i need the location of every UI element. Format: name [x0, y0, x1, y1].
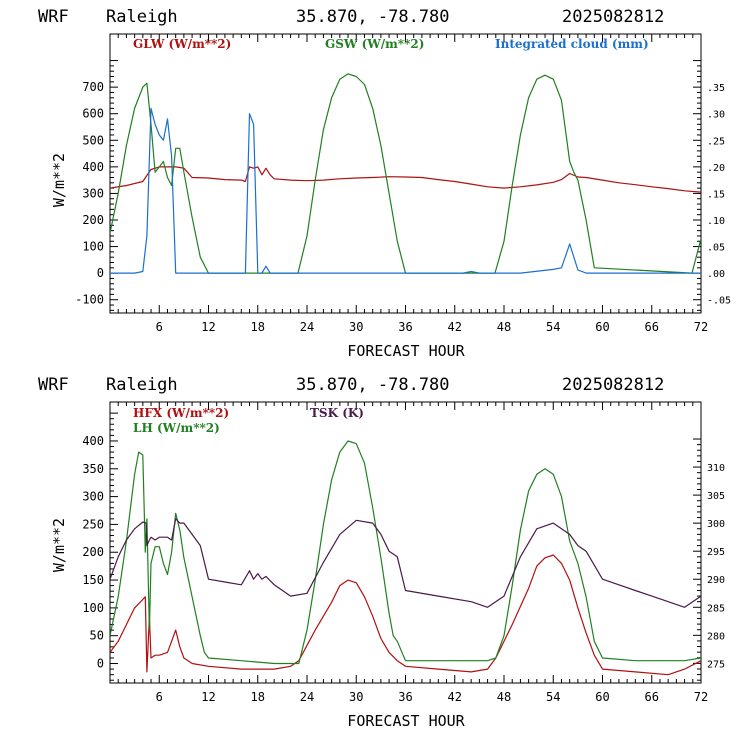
- y2-tick-label: .15: [707, 189, 725, 200]
- x-tick-label: 36: [398, 690, 412, 704]
- legend-cloud: Integrated cloud (mm): [495, 37, 649, 51]
- y2-tick-label: 275: [707, 659, 725, 670]
- legend-tsk: TSK (K): [310, 406, 364, 420]
- y2-tick-label: 300: [707, 519, 725, 530]
- y-tick-label: 200: [82, 545, 104, 559]
- y-tick-label: 50: [90, 629, 104, 643]
- y-tick-label: 250: [82, 517, 104, 531]
- y2-tick-label: .00: [707, 269, 725, 280]
- x-ticks-2: 6 12 18 24 30 36 42 48 54 60 66 72: [117, 402, 708, 704]
- y2-tick-label: 290: [707, 575, 725, 586]
- y-tick-label: 500: [82, 133, 104, 147]
- x-tick-label: 24: [300, 690, 314, 704]
- y-tick-label: 400: [82, 434, 104, 448]
- y-ticks-1: -100 0 100 200 300 400 500 600 700: [75, 60, 118, 311]
- series-line-integrated: [110, 107, 701, 274]
- y-tick-label: 0: [97, 266, 104, 280]
- x-tick-label: 6: [156, 320, 163, 334]
- y2-tick-label: 295: [707, 547, 725, 558]
- y2-tick-label: 285: [707, 603, 725, 614]
- series-line-glw: [110, 166, 701, 193]
- y-tick-label: 0: [97, 657, 104, 671]
- x-tick-label: 18: [251, 690, 265, 704]
- x-axis-label-1: FORECAST HOUR: [347, 342, 465, 360]
- x-tick-label: 66: [645, 320, 659, 334]
- x-tick-label: 36: [398, 320, 412, 334]
- y2-tick-label: -.05: [707, 296, 731, 307]
- x-tick-label: 60: [595, 690, 609, 704]
- y2-tick-label: .20: [707, 163, 725, 174]
- series-lines-1: [110, 73, 701, 274]
- title-location-2: Raleigh: [106, 375, 178, 395]
- title-model-2: WRF: [38, 375, 69, 395]
- x-tick-label: 30: [349, 320, 363, 334]
- y2-tick-label: .05: [707, 243, 725, 254]
- x-tick-label: 42: [448, 690, 462, 704]
- y2-tick-label: .30: [707, 110, 725, 121]
- title-run: 2025082812: [562, 7, 664, 27]
- series-line-lh: [110, 440, 701, 665]
- y-tick-label: 400: [82, 160, 104, 174]
- y2-tick-label: 280: [707, 631, 725, 642]
- legend-hfx: HFX (W/m**2): [133, 406, 229, 420]
- y-tick-label: 300: [82, 490, 104, 504]
- x-tick-label: 66: [645, 690, 659, 704]
- y-tick-label: 350: [82, 462, 104, 476]
- y-axis-label-1: W/m**2: [50, 153, 68, 207]
- panel-radiation: WRF Raleigh 35.870, -78.780 2025082812 6…: [38, 7, 731, 360]
- x-tick-label: 48: [497, 690, 511, 704]
- series-lines-2: [110, 440, 701, 676]
- x-tick-label: 12: [201, 690, 215, 704]
- y-tick-label: 200: [82, 213, 104, 227]
- title-coords: 35.870, -78.780: [296, 7, 450, 27]
- y2-tick-label: .35: [707, 83, 725, 94]
- x-tick-label: 54: [546, 320, 560, 334]
- y2-tick-label: .25: [707, 136, 725, 147]
- y-tick-label: 150: [82, 573, 104, 587]
- y-tick-label: 100: [82, 601, 104, 615]
- y-tick-label: -100: [75, 293, 104, 307]
- series-line-tsk: [110, 518, 701, 608]
- title-run-2: 2025082812: [562, 375, 664, 395]
- x-tick-label: 30: [349, 690, 363, 704]
- x-tick-label: 6: [156, 690, 163, 704]
- x-axis-label-2: FORECAST HOUR: [347, 712, 465, 730]
- y2-tick-label: 310: [707, 463, 725, 474]
- y2-tick-label: .10: [707, 216, 725, 227]
- y2-ticks-2: 275 280 285 290 295 300 305 310: [693, 438, 725, 681]
- y-axis-label-2: W/m**2: [50, 518, 68, 572]
- legend-glw: GLW (W/m**2): [133, 37, 231, 51]
- x-tick-label: 72: [694, 690, 708, 704]
- y-tick-label: 300: [82, 186, 104, 200]
- panel-fluxes: WRF Raleigh 35.870, -78.780 2025082812 6…: [38, 375, 725, 730]
- title-model: WRF: [38, 7, 69, 27]
- legend-gsw: GSW (W/m**2): [325, 37, 424, 51]
- x-tick-label: 24: [300, 320, 314, 334]
- y-tick-label: 600: [82, 107, 104, 121]
- x-tick-label: 72: [694, 320, 708, 334]
- title-coords-2: 35.870, -78.780: [296, 375, 450, 395]
- series-line-hfx: [110, 554, 701, 676]
- series-line-gsw: [110, 73, 701, 274]
- x-ticks-1: 6 12 18 24 30 36 42 48 54 60 66 72: [117, 34, 708, 334]
- legend-lh: LH (W/m**2): [133, 421, 220, 435]
- x-tick-label: 60: [595, 320, 609, 334]
- y2-ticks-1: -.05 .00 .05 .10 .15 .20 .25 .30 .35: [693, 60, 731, 311]
- x-tick-label: 54: [546, 690, 560, 704]
- y-tick-label: 700: [82, 80, 104, 94]
- x-tick-label: 42: [448, 320, 462, 334]
- y-ticks-2: 0 50 100 150 200 250 300 350 400: [82, 412, 118, 681]
- y2-tick-label: 305: [707, 491, 725, 502]
- x-tick-label: 12: [201, 320, 215, 334]
- y-tick-label: 100: [82, 240, 104, 254]
- title-location: Raleigh: [106, 7, 178, 27]
- x-tick-label: 48: [497, 320, 511, 334]
- x-tick-label: 18: [251, 320, 265, 334]
